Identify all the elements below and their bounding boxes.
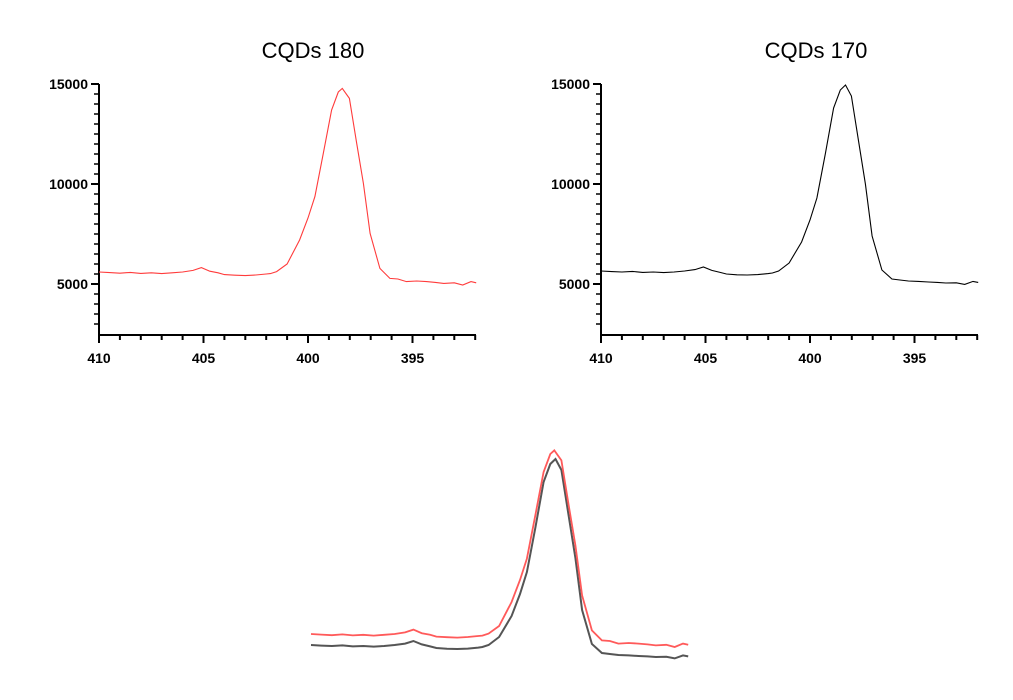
- overlay-line-cqds-180: [310, 449, 689, 648]
- y-tick-label: 15000: [49, 76, 88, 92]
- x-tick-label: 400: [296, 350, 320, 366]
- x-tick-label: 410: [589, 350, 613, 366]
- y-tick-label: 10000: [551, 176, 590, 192]
- x-tick-label: 405: [192, 350, 216, 366]
- x-tick-label: 405: [694, 350, 718, 366]
- series-line-cqds-170: [600, 84, 979, 285]
- y-tick-label: 5000: [57, 276, 88, 292]
- x-tick-label: 395: [401, 350, 425, 366]
- x-tick-label: 410: [87, 350, 111, 366]
- x-tick-label: 395: [903, 350, 927, 366]
- chart-title-cqds-170: CQDs 170: [765, 38, 868, 63]
- chart-title-cqds-180: CQDs 180: [262, 38, 365, 63]
- y-tick-label: 5000: [559, 276, 590, 292]
- x-tick-label: 400: [798, 350, 822, 366]
- overlay-line-cqds-170: [310, 457, 689, 660]
- y-tick-label: 10000: [49, 176, 88, 192]
- series-line-cqds-180: [98, 87, 477, 286]
- y-tick-label: 15000: [551, 76, 590, 92]
